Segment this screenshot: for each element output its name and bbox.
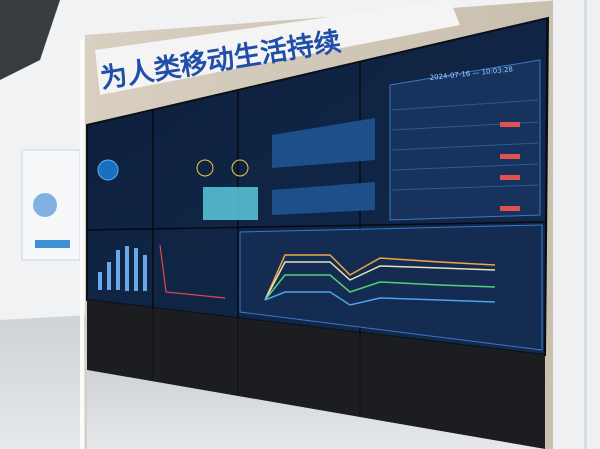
floor-front xyxy=(87,370,545,449)
red-line xyxy=(159,244,226,299)
table-red-values xyxy=(500,122,520,211)
cabinet-seams xyxy=(152,308,361,420)
cabinet xyxy=(87,300,545,449)
poster-icon xyxy=(33,193,57,217)
gauge xyxy=(196,159,214,177)
area-chart-bottom xyxy=(272,182,375,215)
pillar-edge xyxy=(584,0,587,449)
gauge xyxy=(231,159,249,177)
area-chart-top xyxy=(272,118,375,168)
line-panel xyxy=(239,224,543,351)
line-chart xyxy=(264,254,496,306)
bar-chart xyxy=(98,246,147,291)
table-panel xyxy=(389,59,541,221)
banner xyxy=(95,0,460,95)
disc xyxy=(97,159,119,181)
table-rows xyxy=(391,99,539,191)
poster-label xyxy=(35,240,70,248)
floor xyxy=(0,315,90,449)
pillar xyxy=(553,0,600,449)
vent xyxy=(0,0,60,80)
highlight-box xyxy=(203,187,258,220)
light-strip xyxy=(80,40,84,449)
